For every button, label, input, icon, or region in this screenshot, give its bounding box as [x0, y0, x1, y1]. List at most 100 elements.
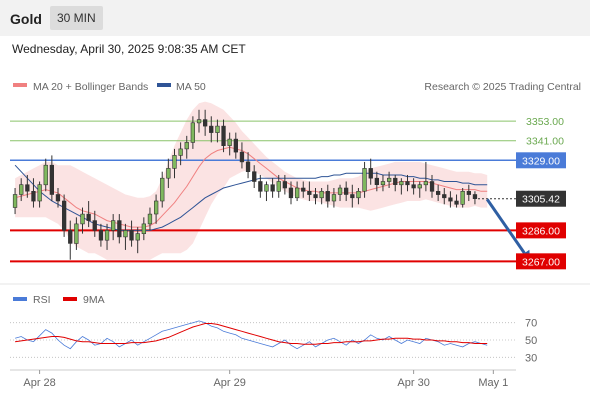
candle-up	[80, 213, 85, 225]
level-label-support: 3286.00	[522, 225, 560, 237]
level-badge-pivot	[516, 152, 566, 169]
candle-down	[239, 151, 245, 163]
candle-down	[86, 213, 91, 221]
candle-down	[68, 230, 73, 244]
candlesticks	[12, 109, 478, 260]
legend-rsi-swatch	[13, 297, 27, 301]
legend-ma50-swatch	[157, 83, 171, 87]
rsi-line	[14, 320, 488, 350]
candle-up	[399, 181, 404, 186]
interval-badge[interactable]: 30 MIN	[50, 6, 103, 30]
candle-down	[55, 194, 61, 202]
candle-down	[405, 181, 410, 186]
rsi-tick-label: 70	[525, 318, 537, 330]
candle-up	[160, 177, 165, 202]
candle-down	[435, 191, 441, 195]
level-badge-support	[516, 253, 566, 270]
chart-datetime: Wednesday, April 30, 2025 9:08:35 AM CET	[12, 42, 246, 56]
candle-down	[233, 138, 239, 153]
candle-up	[166, 168, 171, 179]
candle-up	[190, 122, 196, 143]
rsi-9ma-line	[15, 323, 488, 345]
legend-ma20-swatch	[13, 83, 27, 87]
candle-down	[209, 125, 214, 133]
candle-up	[294, 187, 300, 199]
candle-down	[466, 191, 472, 195]
candle-up	[196, 119, 202, 124]
instrument-title: Gold	[10, 11, 42, 27]
candle-down	[343, 187, 349, 195]
research-credit: Research © 2025 Trading Central	[424, 81, 581, 93]
candle-down	[393, 177, 398, 185]
candle-up	[215, 125, 220, 133]
candle-down	[203, 119, 208, 127]
candle-up	[319, 191, 324, 199]
candle-down	[448, 197, 453, 202]
level-label-support: 3267.00	[522, 256, 560, 268]
rsi-tick-label: 50	[525, 335, 537, 347]
candle-down	[258, 181, 263, 192]
candle-down	[429, 181, 435, 192]
candle-down	[252, 171, 257, 182]
candle-up	[37, 184, 42, 202]
candle-down	[92, 220, 97, 231]
candle-up	[276, 181, 281, 192]
candle-up	[227, 138, 232, 146]
candle-up	[111, 220, 116, 231]
candle-down	[31, 191, 36, 202]
x-tick-label: May 1	[478, 377, 508, 389]
candle-up	[264, 184, 269, 192]
candle-up	[178, 148, 183, 156]
legend-9ma-swatch	[63, 297, 77, 301]
candle-down	[245, 161, 251, 172]
candle-down	[49, 164, 55, 195]
candle-up	[362, 168, 367, 192]
candle-down	[325, 191, 330, 202]
candle-down	[350, 194, 355, 199]
candle-up	[19, 184, 24, 195]
candle-down	[454, 200, 459, 205]
candle-down	[301, 187, 306, 192]
x-tick-label: Apr 29	[213, 377, 245, 389]
x-axis: Apr 28 Apr 29 Apr 30 May 1	[23, 370, 508, 389]
rsi-tick-label: 30	[525, 352, 537, 364]
candle-up	[423, 181, 429, 186]
candle-up	[43, 164, 48, 186]
legend-ma50-label: MA 50	[176, 81, 206, 93]
forecast-arrow-shaft	[485, 198, 526, 254]
candle-down	[442, 194, 447, 199]
candle-up	[135, 233, 140, 241]
level-label-resistance: 3341.00	[526, 136, 564, 148]
candle-down	[282, 181, 288, 189]
candle-up	[12, 194, 18, 208]
rsi-panel: 70 50 30	[10, 318, 537, 364]
candle-up	[337, 187, 343, 195]
level-badge-support	[516, 222, 566, 239]
candle-up	[123, 230, 128, 238]
candle-down	[98, 230, 104, 241]
candle-down	[411, 184, 416, 189]
candle-down	[270, 184, 275, 192]
candle-up	[74, 223, 79, 244]
legend-9ma-label: 9MA	[83, 294, 105, 306]
legend-ma20-label: MA 20 + Bollinger Bands	[33, 81, 148, 93]
candle-down	[307, 191, 312, 195]
legend-rsi-label: RSI	[33, 294, 51, 306]
last-price-badge	[516, 190, 566, 207]
candle-up	[104, 230, 110, 241]
candle-down	[313, 194, 318, 199]
level-label-pivot: 3329.00	[522, 155, 560, 167]
candle-up	[147, 213, 153, 225]
price-level-labels: 3353.00 3341.00 3329.00 3305.42 3286.00 3267.…	[516, 116, 566, 270]
candle-up	[386, 177, 392, 182]
level-label-resistance: 3353.00	[526, 116, 564, 128]
candle-up	[154, 200, 159, 215]
candle-down	[117, 220, 122, 238]
last-price-label: 3305.42	[522, 194, 560, 206]
candle-down	[25, 184, 30, 192]
bollinger-band-area	[15, 101, 488, 260]
candle-up	[141, 223, 147, 234]
candle-down	[368, 168, 373, 179]
candle-down	[374, 177, 380, 185]
